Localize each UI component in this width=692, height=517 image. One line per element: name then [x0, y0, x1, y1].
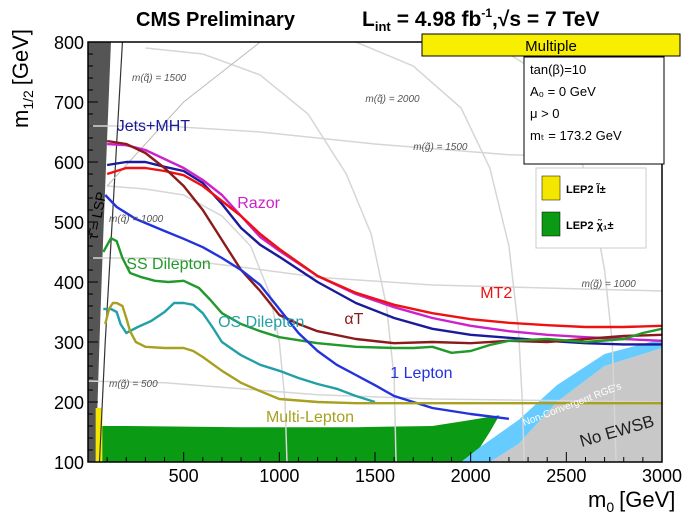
iso-contour-1	[88, 380, 662, 403]
iso-label-3: m(g̃) = 1000	[582, 278, 637, 289]
x-axis-unit: [GeV]	[619, 487, 675, 512]
y-tick-label: 200	[54, 393, 84, 413]
y-axis-sub: 1/2	[20, 90, 36, 110]
x-tick-label: 500	[169, 466, 199, 486]
x-tick-label: 2000	[451, 466, 491, 486]
y-axis-unit: [GeV]	[8, 29, 33, 85]
y-tick-label: 500	[54, 213, 84, 233]
param-line-2: μ > 0	[530, 106, 560, 121]
axis-ticks: 500 1000 1500 2000 2500 3000 100 200 300 400 500 60…	[54, 33, 682, 486]
series-label-0: Jets+MHT	[117, 118, 191, 135]
y-tick-label: 700	[54, 93, 84, 113]
stau-lsp-region	[88, 42, 111, 462]
x-tick-label: 1000	[259, 466, 299, 486]
series-label-3: αT	[344, 311, 363, 328]
y-axis-title: m1/2 [GeV]	[8, 29, 36, 128]
title-lumi-value: = 4.98 fb	[397, 8, 482, 31]
lep-legend-label-1: LEP2 χ̃₁±	[566, 219, 614, 232]
params-list: tan(β)=10 A₀ = 0 GeV μ > 0 mₜ = 173.2 GeV	[530, 62, 622, 143]
iso-diagonal	[106, 42, 261, 187]
series-line-6	[104, 194, 510, 420]
iso-label-5: m(q̃) = 2000	[365, 94, 420, 105]
iso-contour-4	[145, 47, 397, 462]
params-box	[523, 56, 665, 165]
series-label-6: 1 Lepton	[390, 365, 452, 382]
series-line-4	[102, 236, 662, 354]
x-axis-sub: 0	[606, 499, 614, 515]
series-line-7	[104, 301, 662, 405]
legend-banner-box	[421, 33, 681, 57]
lep-legend-swatch-0	[541, 175, 561, 201]
x-axis-symbol: m	[588, 487, 606, 512]
param-line-3: mₜ = 173.2 GeV	[530, 128, 622, 143]
legend-banner: Multiple	[525, 38, 577, 55]
title-lumi-prefix: L	[362, 8, 375, 31]
iso-label-4: m(g̃) = 1500	[413, 142, 468, 153]
iso-contour-0	[88, 257, 662, 292]
series-label-2: MT2	[480, 285, 512, 302]
lsp-boundary-line	[98, 42, 124, 462]
x-tick-label: 1500	[355, 466, 395, 486]
title-energy: ,√s = 7 TeV	[492, 8, 599, 31]
x-tick-label: 2500	[546, 466, 586, 486]
param-line-0: tan(β)=10	[530, 62, 586, 77]
lep2-chargino-region	[95, 415, 500, 462]
lep-legend: LEP2 l̃± LEP2 χ̃₁±	[541, 175, 614, 237]
y-tick-label: 300	[54, 333, 84, 353]
series-label-1: Razor	[237, 195, 280, 212]
series-label-7: Multi-Lepton	[266, 409, 354, 426]
series-line-3	[106, 139, 662, 345]
chart-title: CMS Preliminary	[136, 9, 296, 31]
lep-legend-swatch-1	[541, 211, 561, 237]
iso-contour-3	[107, 185, 288, 462]
series-label-4: SS Dilepton	[126, 256, 210, 273]
series-label-5: OS Dilepton	[218, 314, 304, 331]
x-axis-title: m0 [GeV]	[588, 487, 675, 515]
series-line-5	[103, 301, 376, 404]
y-tick-label: 800	[54, 33, 84, 53]
y-tick-label: 600	[54, 153, 84, 173]
nonconv-rge-region	[461, 339, 662, 462]
y-tick-label: 100	[54, 453, 84, 473]
y-axis-symbol: m	[8, 110, 33, 128]
iso-label-2: m(g̃) = 500	[109, 379, 158, 390]
x-tick-label: 3000	[642, 466, 682, 486]
no-ewsb-region	[489, 348, 662, 462]
iso-contour-5	[355, 42, 525, 462]
iso-label-1: m(q̃) = 1000	[109, 214, 164, 225]
title-lumi-sub: int	[375, 19, 392, 34]
iso-label-0: m(q̃) = 1500	[132, 73, 187, 84]
y-tick-label: 400	[54, 273, 84, 293]
exclusion-curves	[102, 139, 662, 420]
param-line-1: A₀ = 0 GeV	[530, 84, 596, 99]
title-lumi: Lint = 4.98 fb-1,√s = 7 TeV	[362, 6, 599, 34]
title-lumi-sup: -1	[481, 6, 492, 20]
lep-legend-label-0: LEP2 l̃±	[566, 183, 606, 196]
excluded-regions	[88, 42, 662, 462]
